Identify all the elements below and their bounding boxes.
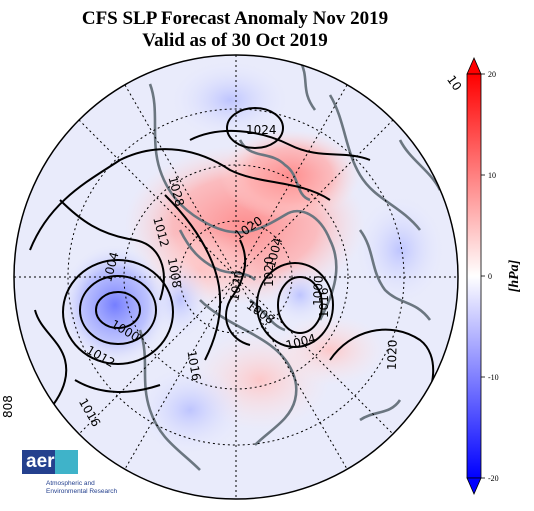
logo-line1: Atmospheric and	[46, 480, 95, 487]
map-title: CFS SLP Forecast Anomaly Nov 2019	[81, 8, 389, 29]
colorbar-max-extend	[466, 57, 482, 75]
slp-contours	[29, 107, 435, 421]
contour-label: 1020	[385, 339, 400, 370]
logo-mark: aer	[26, 451, 55, 472]
logo-line2: Environmental Research	[46, 488, 118, 495]
contour-label: 1000	[311, 275, 326, 306]
colorbar-label: [hPa]	[507, 259, 522, 292]
map-subtitle: Valid as of 30 Oct 2019	[142, 30, 328, 51]
contour-label: 1016	[317, 287, 331, 318]
contour-label: 808	[1, 395, 15, 418]
contour-label: 1024	[246, 123, 277, 137]
contour-label: 1020	[262, 256, 276, 287]
colorbar-tick-label: -10	[488, 373, 499, 382]
graticule	[14, 55, 458, 499]
colorbar-tick-label: 0	[488, 272, 492, 281]
colorbar-tick-label: -20	[488, 474, 499, 483]
coastlines	[138, 59, 442, 471]
colorbar-tick-label: 20	[488, 70, 496, 79]
colorbar: 20 10 0 -10 -20 [hPa]	[466, 57, 522, 495]
contour-label: 1020	[227, 270, 246, 303]
colorbar-scale	[466, 73, 482, 479]
contour-label: 1016	[184, 349, 203, 382]
colorbar-min-extend	[466, 477, 482, 495]
colorbar-tick-label: 10	[488, 171, 496, 180]
map-boundary	[13, 54, 459, 500]
logo-mark-accent	[55, 450, 78, 474]
aer-logo: aer Atmospheric and Environmental Resear…	[22, 450, 132, 500]
contour-label: 1008	[165, 257, 184, 290]
